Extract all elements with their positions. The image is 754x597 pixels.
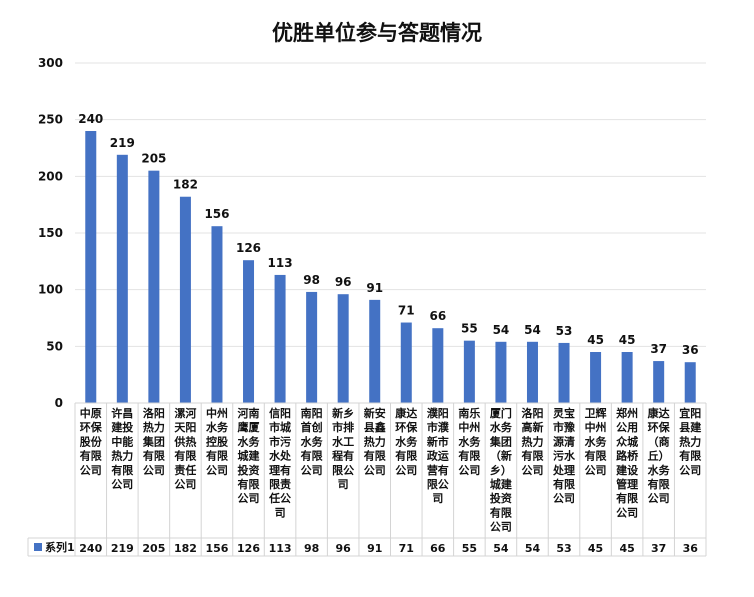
category-label: 濮阳市濮新市政运营有限公司 — [427, 406, 450, 505]
table-value: 37 — [651, 542, 666, 555]
bar — [211, 226, 223, 403]
data-label: 54 — [524, 323, 541, 337]
data-labels: 240 219 205 182 156 126 113 98 96 91 71 66 55 54 54 53 4… — [78, 112, 698, 357]
bar — [526, 341, 538, 403]
bar — [558, 342, 570, 403]
data-label: 71 — [398, 304, 415, 318]
category-label: 中原环保股份有限公司 — [80, 406, 103, 477]
data-label: 66 — [429, 309, 446, 323]
y-axis-ticks: 0 50 100 150 200 250 300 — [38, 56, 63, 410]
table-value: 53 — [556, 542, 571, 555]
category-label: 洛阳高新热力有限公司 — [521, 406, 543, 477]
table-value: 96 — [336, 542, 352, 555]
table-value: 156 — [205, 542, 228, 555]
category-label: 河南鹰厦水务城建投资有限公司 — [238, 406, 261, 505]
data-label: 126 — [236, 241, 261, 255]
bar — [116, 154, 128, 403]
data-label: 219 — [110, 136, 135, 150]
table-value: 45 — [619, 542, 634, 555]
category-label: 康达环保水务有限公司 — [395, 406, 418, 477]
data-label: 54 — [493, 323, 510, 337]
data-label: 96 — [335, 275, 352, 289]
data-label: 156 — [204, 207, 229, 221]
category-label: 新安县鑫热力有限公司 — [364, 406, 386, 477]
bar — [337, 294, 349, 403]
table-value: 219 — [111, 542, 134, 555]
data-label: 91 — [366, 281, 383, 295]
bar — [463, 340, 475, 403]
bar — [495, 341, 507, 403]
data-label: 240 — [78, 112, 103, 126]
y-tick-label: 100 — [38, 283, 63, 297]
data-table: 中原环保股份有限公司许昌建投中能热力有限公司洛阳热力集团有限公司漯河天阳供热有限… — [27, 402, 707, 557]
table-value: 66 — [430, 542, 446, 555]
data-label: 98 — [303, 273, 320, 287]
table-value: 182 — [174, 542, 197, 555]
category-label: 许昌建投中能热力有限公司 — [111, 406, 133, 491]
category-label: 中州水务控股有限公司 — [206, 406, 229, 477]
category-label: 郑州公用众城路桥建设管理有限公司 — [616, 406, 639, 519]
gridlines — [75, 62, 706, 347]
bar — [85, 131, 97, 403]
table-value: 36 — [683, 542, 699, 555]
y-tick-label: 0 — [55, 396, 63, 410]
legend-key — [34, 543, 42, 551]
category-label: 宜阳县建热力有限公司 — [679, 406, 702, 477]
category-label: 灵宝市豫源清污水处理有限公司 — [552, 406, 576, 505]
table-value: 45 — [588, 542, 603, 555]
table-value: 205 — [142, 542, 165, 555]
category-label: 信阳市城市污水处理有限责任公司 — [268, 406, 292, 519]
data-label: 37 — [650, 342, 667, 356]
y-tick-label: 300 — [38, 56, 63, 70]
category-label: 漯河天阳供热有限责任公司 — [173, 406, 196, 491]
data-label: 182 — [173, 178, 198, 192]
data-label: 113 — [268, 256, 293, 270]
category-label: 南乐中州水务有限公司 — [458, 406, 481, 477]
table-value: 71 — [399, 542, 414, 555]
table-value: 126 — [237, 542, 260, 555]
category-label: 南阳首创水务有限公司 — [301, 406, 324, 477]
bar — [148, 170, 160, 403]
bar — [179, 196, 191, 403]
table-value: 54 — [493, 542, 509, 555]
series-name: 系列1 — [45, 540, 75, 554]
bar — [653, 361, 665, 403]
y-tick-label: 250 — [38, 113, 63, 127]
data-label: 205 — [141, 152, 166, 166]
table-value: 98 — [304, 542, 319, 555]
bar — [274, 274, 286, 403]
bar — [684, 362, 696, 403]
bar — [432, 328, 444, 403]
bar — [400, 322, 412, 403]
table-value: 113 — [269, 542, 292, 555]
data-label: 45 — [619, 333, 636, 347]
chart-title: 优胜单位参与答题情况 — [272, 21, 482, 45]
table-value: 91 — [367, 542, 382, 555]
category-label: 卫辉中州水务有限公司 — [585, 407, 608, 477]
data-label: 53 — [556, 324, 573, 338]
table-value: 55 — [462, 542, 477, 555]
category-label: 厦门水务集团（新乡）城建投资有限公司 — [489, 406, 513, 534]
category-label: 新乡市排水工程有限公司 — [332, 406, 354, 491]
bar — [369, 299, 381, 403]
bar — [306, 291, 318, 403]
category-label: 洛阳热力集团有限公司 — [142, 406, 165, 477]
bar — [590, 352, 602, 403]
bar — [621, 352, 633, 403]
category-label: 康达环保（商丘）水务有限公司 — [648, 406, 671, 505]
y-tick-label: 150 — [38, 226, 63, 240]
data-label: 55 — [461, 322, 478, 336]
y-tick-label: 200 — [38, 169, 63, 183]
y-tick-label: 50 — [46, 339, 63, 353]
table-value: 54 — [525, 542, 541, 555]
bar — [243, 260, 255, 403]
data-label: 36 — [682, 343, 699, 357]
data-label: 45 — [587, 333, 604, 347]
table-value: 240 — [79, 542, 102, 555]
bars — [85, 131, 696, 403]
